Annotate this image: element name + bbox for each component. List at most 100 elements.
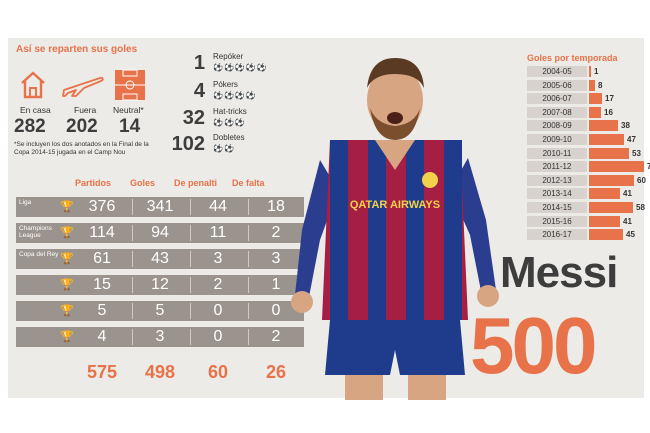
season-goals: 45: [626, 230, 635, 240]
cell-partidos: 376: [88, 198, 116, 215]
pokers-count: 4: [193, 80, 205, 102]
season-bar: [589, 202, 633, 213]
season-goals: 73: [647, 162, 650, 172]
cell-partidos: 15: [93, 276, 111, 293]
season-bar: [589, 229, 623, 241]
trophy-icon: 🏆: [60, 253, 74, 265]
season-bar: [589, 120, 618, 132]
venue-neutral-label: Neutral*: [113, 105, 144, 115]
cell-goles: 94: [151, 224, 169, 241]
cell-falta: 3: [271, 250, 281, 267]
season-bar: [589, 79, 595, 91]
trophy-icon: 🏆: [60, 331, 74, 343]
venue-away-value: 202: [66, 116, 98, 137]
season-label: 2004-05: [527, 66, 587, 77]
cell-falta: 0: [271, 302, 281, 319]
season-label: 2016-17: [527, 229, 587, 241]
cell-partidos: 4: [97, 328, 107, 345]
season-label: 2009-10: [527, 134, 587, 145]
hattricks-balls-icon: ⚽⚽⚽: [213, 118, 246, 127]
season-goals: 38: [621, 121, 630, 131]
dobletes-label: Dobletes: [213, 133, 245, 142]
season-label: 2010-11: [527, 147, 587, 159]
jersey-sponsor: QATAR AIRWAYS: [350, 199, 440, 211]
header-falta: De falta: [232, 178, 265, 188]
dobletes-count: 102: [171, 133, 205, 155]
table-row: Champions League 🏆 114 94 11 2: [16, 223, 304, 243]
cell-partidos: 5: [97, 302, 107, 319]
cell-partidos: 114: [89, 224, 115, 241]
season-goals: 16: [604, 107, 613, 117]
cell-penalti: 0: [213, 302, 223, 319]
cell-penalti: 3: [213, 250, 223, 267]
pitch-icon: [115, 69, 145, 101]
season-goals: 53: [632, 148, 641, 158]
repoker-balls-icon: ⚽⚽⚽⚽⚽: [213, 63, 268, 72]
cell-falta: 18: [267, 198, 285, 215]
cell-partidos: 61: [93, 250, 111, 267]
season-bar: [589, 66, 591, 77]
season-goals: 60: [637, 175, 646, 185]
season-label: 2006-07: [527, 93, 587, 105]
total-goles: 498: [144, 362, 176, 382]
repoker-count: 1: [193, 52, 205, 74]
season-goals: 8: [598, 80, 603, 90]
season-label: 2013-14: [527, 188, 587, 200]
table-row: 🏆 5 5 0 0: [16, 301, 304, 321]
cell-goles: 341: [146, 198, 174, 215]
cell-falta: 1: [271, 276, 281, 293]
venue-away-label: Fuera: [74, 105, 97, 115]
cell-penalti: 0: [213, 328, 223, 345]
distribution-title: Así se reparten sus goles: [16, 44, 138, 55]
season-bar: [589, 215, 620, 227]
cell-goles: 43: [151, 250, 169, 267]
hattricks-count: 32: [182, 107, 205, 129]
hattricks-label: Hat-tricks: [213, 107, 247, 116]
season-goals: 41: [623, 216, 632, 226]
trophy-icon: 🏆: [60, 227, 74, 239]
total-penalti: 60: [207, 362, 229, 382]
cell-penalti: 44: [209, 198, 227, 215]
total-falta: 26: [265, 362, 287, 382]
table-row: 🏆 15 12 2 1: [16, 275, 304, 295]
pokers-balls-icon: ⚽⚽⚽⚽: [213, 91, 257, 100]
season-goals: 47: [627, 135, 636, 144]
header-penalti: De penalti: [174, 178, 218, 188]
table-row: 🏆 4 3 0 2: [16, 327, 304, 347]
trophy-icon: 🏆: [60, 279, 74, 291]
cell-penalti: 2: [213, 276, 223, 293]
season-label: 2005-06: [527, 79, 587, 91]
season-bar: [589, 161, 644, 173]
dobletes-balls-icon: ⚽⚽: [213, 144, 235, 153]
season-bar: [589, 134, 624, 145]
season-label: 2014-15: [527, 202, 587, 213]
trophy-icon: 🏆: [60, 305, 74, 317]
pokers-label: Pókers: [213, 80, 238, 89]
header-goles: Goles: [130, 178, 156, 188]
cell-goles: 12: [151, 276, 169, 293]
cell-goles: 5: [155, 302, 165, 319]
cell-goles: 3: [155, 328, 165, 345]
season-goals: 17: [605, 94, 614, 104]
season-label: 2012-13: [527, 174, 587, 186]
season-bar: [589, 106, 601, 118]
seasons-title: Goles por temporada: [527, 53, 618, 63]
cell-falta: 2: [271, 328, 281, 345]
competition-label: Copa del Rey: [19, 251, 59, 258]
season-goals: 41: [623, 189, 632, 199]
footnote: *Se incluyen los dos anotados en la Fina…: [14, 141, 149, 156]
total-partidos: 575: [86, 362, 118, 382]
season-label: 2011-12: [527, 161, 587, 173]
player-photo: QATAR AIRWAYS: [291, 58, 499, 400]
season-goals: 58: [636, 203, 645, 212]
house-icon: [21, 71, 45, 99]
season-bar: [589, 188, 620, 200]
season-label: 2008-09: [527, 120, 587, 132]
venue-home-label: En casa: [20, 105, 51, 115]
headline-name: Messi: [500, 248, 618, 297]
season-label: 2015-16: [527, 215, 587, 227]
competition-label: Liga: [19, 199, 32, 206]
season-bar: [589, 93, 602, 105]
table-row: Copa del Rey 🏆 61 43 3 3: [16, 249, 304, 269]
season-label: 2007-08: [527, 106, 587, 118]
